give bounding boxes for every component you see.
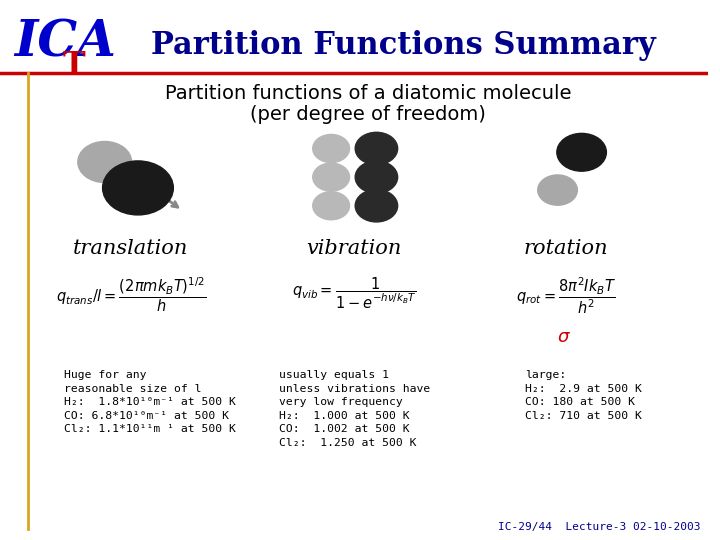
Text: rotation: rotation	[523, 239, 608, 258]
Text: large:
H₂:  2.9 at 500 K
CO: 180 at 500 K
Cl₂: 710 at 500 K: large: H₂: 2.9 at 500 K CO: 180 at 500 K…	[525, 370, 642, 421]
Circle shape	[355, 190, 397, 222]
Circle shape	[538, 175, 577, 205]
Circle shape	[355, 132, 397, 165]
Text: Huge for any
reasonable size of l
H₂:  1.8*10¹⁰m⁻¹ at 500 K
CO: 6.8*10¹⁰m⁻¹ at 5: Huge for any reasonable size of l H₂: 1.…	[63, 370, 235, 434]
Text: $q_{rot} = \dfrac{8\pi^2 I k_B T}{h^2}$: $q_{rot} = \dfrac{8\pi^2 I k_B T}{h^2}$	[516, 275, 616, 316]
Circle shape	[312, 134, 349, 163]
Circle shape	[312, 163, 349, 191]
Circle shape	[312, 192, 349, 220]
Text: IC-29/44  Lecture-3 02-10-2003: IC-29/44 Lecture-3 02-10-2003	[498, 522, 701, 532]
Text: $q_{vib} = \dfrac{1}{1 - e^{-h\nu/k_B T}}$: $q_{vib} = \dfrac{1}{1 - e^{-h\nu/k_B T}…	[292, 275, 416, 310]
Text: (per degree of freedom): (per degree of freedom)	[250, 105, 486, 124]
Text: Partition Functions Summary: Partition Functions Summary	[151, 30, 656, 60]
Text: Partition functions of a diatomic molecule: Partition functions of a diatomic molecu…	[165, 84, 571, 103]
Text: ICA: ICA	[14, 19, 116, 68]
Text: usually equals 1
unless vibrations have
very low frequency
H₂:  1.000 at 500 K
C: usually equals 1 unless vibrations have …	[279, 370, 431, 448]
Circle shape	[557, 133, 606, 171]
Circle shape	[355, 161, 397, 193]
Text: vibration: vibration	[306, 239, 402, 258]
Circle shape	[78, 141, 132, 183]
Text: T: T	[62, 50, 85, 80]
Text: translation: translation	[73, 239, 189, 258]
Text: $q_{trans}/l= \dfrac{(2\pi m k_B T)^{1/2}}{h}$: $q_{trans}/l= \dfrac{(2\pi m k_B T)^{1/2…	[55, 275, 206, 314]
Text: $\sigma$: $\sigma$	[557, 328, 571, 346]
Circle shape	[102, 161, 174, 215]
